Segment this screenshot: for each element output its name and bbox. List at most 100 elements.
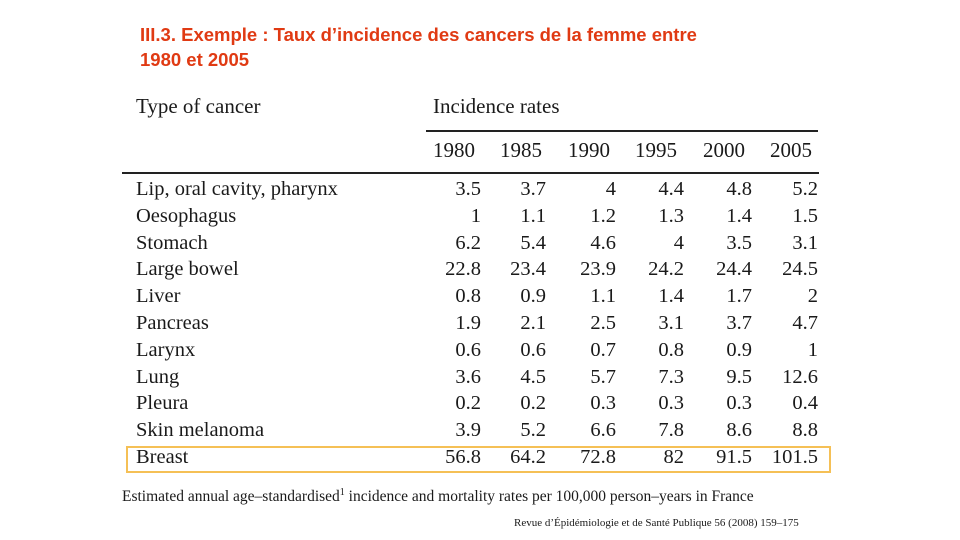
- incidence-value-cell: 5.2: [520, 419, 546, 442]
- incidence-value-cell: 0.6: [455, 338, 481, 361]
- year-header: 2005: [770, 138, 812, 162]
- incidence-value-cell: 101.5: [771, 445, 818, 468]
- table-row: Breast 56.8 64.2 72.8 82 91.5 101.5: [0, 446, 960, 473]
- table-row: Pleura 0.2 0.2 0.3 0.3 0.3 0.4: [0, 392, 960, 419]
- cancer-type-cell: Breast: [136, 445, 189, 468]
- incidence-value-cell: 4.4: [658, 178, 684, 200]
- incidence-value-cell: 24.4: [716, 258, 752, 281]
- incidence-value-cell: 64.2: [510, 445, 546, 468]
- cancer-type-cell: Stomach: [136, 231, 208, 254]
- incidence-value-cell: 3.5: [726, 231, 752, 254]
- incidence-value-cell: 4: [673, 231, 684, 254]
- incidence-value-cell: 4.8: [726, 178, 752, 200]
- incidence-value-cell: 1.2: [590, 204, 616, 227]
- incidence-value-cell: 4.6: [590, 231, 616, 254]
- cancer-type-cell: Lung: [136, 365, 180, 388]
- incidence-value-cell: 1: [807, 338, 818, 361]
- caption-text-rest: incidence and mortality rates per 100,00…: [344, 488, 754, 506]
- incidence-value-cell: 22.8: [445, 258, 481, 281]
- incidence-value-cell: 24.5: [782, 258, 818, 281]
- incidence-value-cell: 8.6: [726, 419, 752, 442]
- incidence-value-cell: 0.8: [455, 285, 481, 308]
- incidence-value-cell: 0.6: [520, 338, 546, 361]
- table-body: Lip, oral cavity, pharynx 3.5 3.7 4 4.4 4.8 5.…: [0, 178, 960, 473]
- incidence-value-cell: 23.4: [510, 258, 546, 281]
- incidence-value-cell: 12.6: [782, 365, 818, 388]
- incidence-value-cell: 82: [663, 445, 685, 468]
- table-row: Lung 3.6 4.5 5.7 7.3 9.5 12.6: [0, 366, 960, 393]
- table-row: Large bowel 22.8 23.4 23.9 24.2 24.4 24.5: [0, 258, 960, 285]
- incidence-value-cell: 0.9: [520, 285, 546, 308]
- table-row: Lip, oral cavity, pharynx 3.5 3.7 4 4.4 4.8 5.…: [0, 178, 960, 205]
- caption-footnote-mark: 1: [339, 487, 345, 498]
- incidence-value-cell: 72.8: [580, 445, 616, 468]
- incidence-value-cell: 5.7: [590, 365, 616, 388]
- incidence-value-cell: 0.8: [658, 338, 684, 361]
- table-row: Pancreas 1.9 2.1 2.5 3.1 3.7 4.7: [0, 312, 960, 339]
- incidence-value-cell: 24.2: [648, 258, 684, 281]
- caption-text: Estimated annual age–standardised: [122, 488, 340, 506]
- incidence-value-cell: 0.3: [658, 392, 684, 415]
- cancer-type-cell: Liver: [136, 285, 181, 308]
- incidence-value-cell: 0.3: [726, 392, 752, 415]
- slide-title-line-2: 1980 et 2005: [140, 49, 250, 70]
- column-header-type: Type of cancer: [136, 94, 261, 118]
- incidence-value-cell: 1.7: [726, 285, 752, 308]
- cancer-type-cell: Oesophagus: [136, 204, 237, 227]
- incidence-value-cell: 1.9: [455, 311, 481, 334]
- table-rule-header-bottom: [122, 172, 819, 174]
- incidence-value-cell: 56.8: [445, 445, 481, 468]
- incidence-value-cell: 1: [470, 204, 481, 227]
- incidence-value-cell: 0.7: [590, 338, 616, 361]
- incidence-value-cell: 8.8: [792, 419, 818, 442]
- incidence-value-cell: 0.9: [726, 338, 752, 361]
- incidence-value-cell: 4: [605, 178, 616, 200]
- incidence-value-cell: 1.3: [658, 204, 684, 227]
- table-rule-top: [426, 130, 818, 132]
- column-header-incidence-rates: Incidence rates: [433, 94, 560, 118]
- incidence-value-cell: 1.5: [792, 204, 818, 227]
- incidence-value-cell: 3.7: [726, 311, 752, 334]
- cancer-type-cell: Pleura: [136, 392, 189, 415]
- incidence-value-cell: 5.4: [520, 231, 546, 254]
- incidence-value-cell: 1.4: [726, 204, 752, 227]
- incidence-value-cell: 0.2: [520, 392, 546, 415]
- incidence-value-cell: 2: [807, 285, 818, 308]
- years-header-row: 1980 1985 1990 1995 2000 2005: [0, 138, 960, 166]
- incidence-value-cell: 23.9: [580, 258, 616, 281]
- incidence-value-cell: 6.6: [590, 419, 616, 442]
- incidence-value-cell: 1.4: [658, 285, 684, 308]
- incidence-value-cell: 2.5: [590, 311, 616, 334]
- table-row: Liver 0.8 0.9 1.1 1.4 1.7 2: [0, 285, 960, 312]
- incidence-value-cell: 5.2: [792, 178, 818, 200]
- incidence-value-cell: 3.7: [520, 178, 546, 200]
- table-row: Oesophagus 1 1.1 1.2 1.3 1.4 1.5: [0, 205, 960, 232]
- breast-row-highlight: [126, 446, 831, 473]
- year-header: 1980: [433, 138, 475, 162]
- incidence-value-cell: 7.8: [658, 419, 684, 442]
- table-caption: Estimated annual age–standardised1 incid…: [122, 487, 754, 506]
- incidence-value-cell: 2.1: [520, 311, 546, 334]
- cancer-type-cell: Larynx: [136, 338, 196, 361]
- incidence-value-cell: 6.2: [455, 231, 481, 254]
- incidence-value-cell: 3.1: [792, 231, 818, 254]
- cancer-type-cell: Large bowel: [136, 258, 239, 281]
- incidence-value-cell: 1.1: [590, 285, 616, 308]
- year-header: 1995: [635, 138, 677, 162]
- year-header: 2000: [703, 138, 745, 162]
- table-row: Stomach 6.2 5.4 4.6 4 3.5 3.1: [0, 232, 960, 259]
- incidence-value-cell: 0.2: [455, 392, 481, 415]
- year-header: 1985: [500, 138, 542, 162]
- incidence-value-cell: 7.3: [658, 365, 684, 388]
- incidence-value-cell: 1.1: [520, 204, 546, 227]
- incidence-value-cell: 4.5: [520, 365, 546, 388]
- incidence-value-cell: 3.1: [658, 311, 684, 334]
- incidence-value-cell: 91.5: [716, 445, 752, 468]
- incidence-value-cell: 0.3: [590, 392, 616, 415]
- incidence-value-cell: 3.5: [455, 178, 481, 200]
- incidence-value-cell: 3.6: [455, 365, 481, 388]
- slide-title: III.3. Exemple : Taux d’incidence des ca…: [140, 22, 840, 72]
- year-header: 1990: [568, 138, 610, 162]
- incidence-value-cell: 4.7: [792, 311, 818, 334]
- cancer-type-cell: Pancreas: [136, 311, 209, 334]
